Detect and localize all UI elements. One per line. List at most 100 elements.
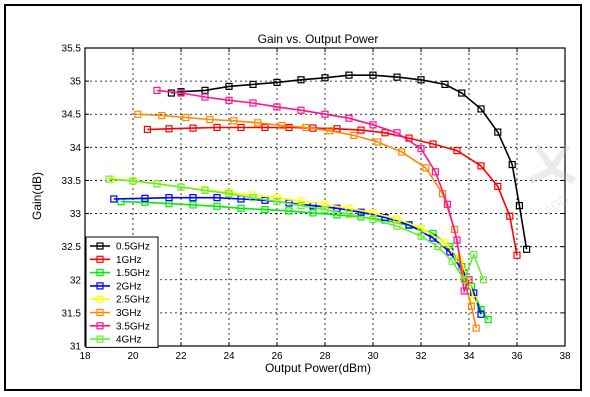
data-point-0-5ghz: [225, 82, 233, 91]
data-point-4ghz: [369, 215, 377, 224]
data-point-3-5ghz: [345, 114, 353, 122]
series-3-5ghz: [153, 86, 473, 295]
data-point-0-5ghz: [321, 74, 329, 82]
data-point-0-5ghz: [417, 76, 425, 84]
data-point-4ghz: [448, 257, 456, 265]
data-point-1-5ghz: [261, 205, 269, 214]
data-point-0-5ghz: [369, 71, 377, 79]
data-point-3-5ghz: [177, 89, 185, 97]
data-point-0-5ghz: [345, 71, 353, 79]
data-point-3-5ghz: [369, 121, 377, 129]
data-point-1ghz: [261, 123, 269, 132]
legend-item-0-5ghz: 0.5GHz: [90, 242, 150, 253]
data-point-3-5ghz: [453, 236, 461, 244]
data-point-3ghz: [182, 113, 190, 122]
data-point-3ghz: [472, 324, 480, 332]
data-point-1-5ghz: [309, 209, 317, 217]
data-point-3-5ghz: [153, 86, 161, 94]
series-line-2ghz: [113, 196, 482, 315]
y-tick-label: 33.5: [62, 176, 82, 187]
data-point-1-5ghz: [446, 243, 454, 251]
legend-marker: [96, 242, 104, 250]
series-4ghz: [105, 175, 487, 284]
data-point-4ghz: [321, 205, 329, 214]
data-point-3-5ghz: [321, 110, 329, 118]
series-line-3ghz: [137, 113, 477, 329]
data-point-0-5ghz: [508, 160, 516, 169]
data-point-1ghz: [357, 126, 365, 134]
y-tick-label: 34.5: [62, 110, 82, 121]
chart-title: Gain vs. Output Power: [258, 32, 379, 46]
y-tick-label: 32: [70, 275, 82, 286]
series-line-1ghz: [147, 126, 518, 256]
legend-item-1ghz: 1GHz: [90, 255, 142, 266]
x-tick-label: 18: [79, 351, 91, 362]
data-point-4ghz: [460, 276, 468, 284]
data-point-2ghz: [357, 208, 365, 216]
data-point-3ghz: [398, 148, 406, 156]
data-point-2-5ghz: [273, 194, 281, 202]
series-line-1-5ghz: [120, 200, 489, 320]
data-point-4ghz: [393, 222, 401, 230]
legend-marker: [96, 255, 104, 263]
data-point-2-5ghz: [321, 200, 329, 208]
legend-label: 0.5GHz: [116, 242, 150, 253]
data-point-2ghz: [189, 194, 197, 202]
data-point-3ghz: [134, 110, 142, 118]
legend-item-4ghz: 4GHz: [90, 335, 142, 346]
legend-marker: [96, 295, 104, 303]
data-point-0-5ghz: [297, 76, 305, 84]
data-point-3-5ghz: [460, 287, 468, 295]
data-point-1ghz: [477, 162, 485, 170]
legend-item-1-5ghz: 1.5GHz: [90, 268, 150, 279]
data-point-1ghz: [494, 182, 502, 191]
data-point-0-5ghz: [477, 105, 485, 113]
x-tick-label: 34: [463, 351, 475, 362]
data-point-1ghz: [429, 140, 437, 148]
legend-marker: [96, 282, 104, 290]
data-point-1-5ghz: [189, 201, 197, 209]
data-point-4ghz: [297, 202, 305, 210]
data-point-4ghz: [417, 232, 425, 240]
y-tick-label: 35.5: [62, 44, 82, 55]
data-point-3-5ghz: [417, 145, 425, 153]
data-point-4ghz: [177, 183, 185, 191]
legend-label: 4GHz: [116, 335, 142, 346]
series-1ghz: [143, 123, 521, 259]
series-line-3-5ghz: [156, 89, 470, 294]
data-point-4ghz: [434, 243, 442, 251]
data-point-3ghz: [326, 127, 334, 135]
legend-marker: [96, 269, 104, 277]
data-point-3-5ghz: [225, 96, 233, 104]
data-point-0-5ghz: [273, 78, 281, 87]
data-point-1ghz: [453, 147, 461, 155]
x-tick-label: 26: [271, 351, 283, 362]
data-point-2-5ghz: [369, 209, 377, 217]
data-point-4ghz: [129, 177, 137, 185]
data-point-3-5ghz: [273, 103, 281, 111]
legend-label: 1.5GHz: [116, 268, 150, 279]
legend-label: 3.5GHz: [116, 321, 150, 332]
series-line-4ghz: [108, 178, 485, 282]
series-3ghz: [134, 110, 480, 332]
data-point-2ghz: [477, 310, 485, 318]
data-point-1-5ghz: [285, 207, 293, 215]
legend-item-2-5ghz: 2.5GHz: [90, 295, 150, 306]
data-point-3-5ghz: [465, 276, 473, 284]
data-point-3ghz: [374, 138, 382, 146]
data-point-0-5ghz: [458, 89, 466, 97]
data-point-2-5ghz: [297, 197, 305, 205]
data-point-3ghz: [302, 123, 310, 132]
data-point-2ghz: [165, 194, 173, 202]
data-point-3ghz: [467, 302, 475, 310]
data-point-2-5ghz: [470, 296, 478, 304]
data-point-4ghz: [105, 175, 113, 183]
data-point-1-5ghz: [237, 204, 245, 212]
x-tick-label: 30: [367, 351, 379, 362]
legend-label: 2.5GHz: [116, 295, 150, 306]
data-point-3-5ghz: [297, 106, 305, 114]
y-tick-label: 33: [70, 209, 82, 220]
data-point-1ghz: [213, 123, 221, 132]
data-point-0-5ghz: [249, 80, 257, 89]
